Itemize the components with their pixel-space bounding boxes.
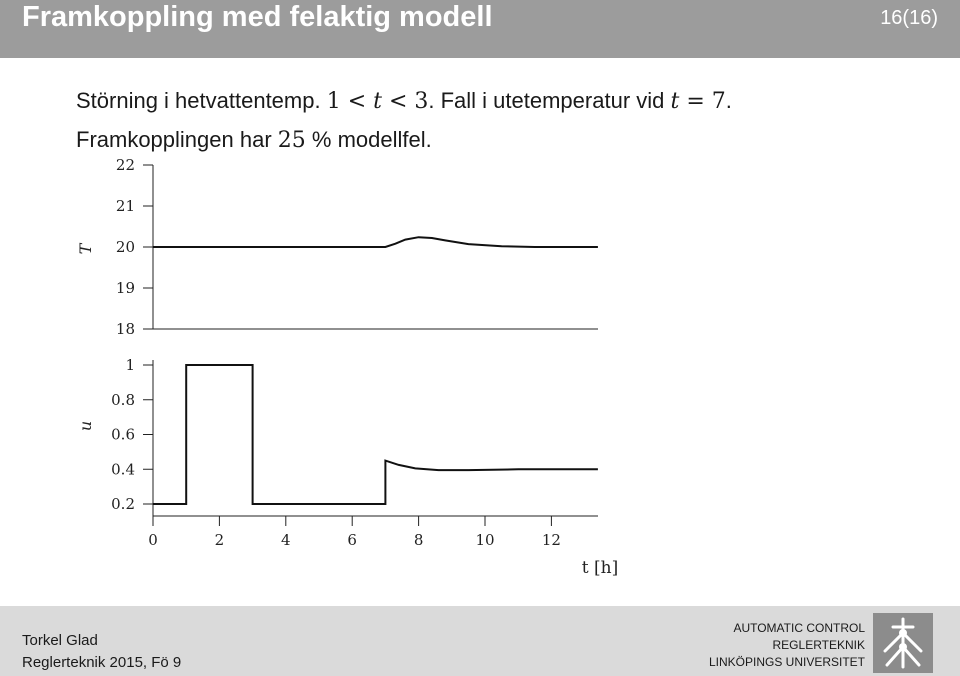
course-name: Reglerteknik 2015, Fö 9 (22, 654, 182, 671)
top-y-tick-label: 19 (116, 279, 135, 297)
x-tick-label: 8 (414, 531, 424, 549)
description-text: Framkopplingen har (76, 127, 278, 152)
simulation-plot: 22 21 20 19 18 T 1 0.8 0.6 0.4 0.2 u 0 2 4 6 8 10 12 t [h] (76, 156, 618, 578)
x-tick-label: 0 (148, 531, 158, 549)
bottom-y-tick-label: 0.2 (111, 495, 135, 513)
org-line-2: REGLERTEKNIK (772, 638, 865, 652)
x-tick-label: 2 (215, 531, 225, 549)
math-interval: 1 < t < 3 (326, 89, 429, 114)
description-text: . Fall i utetemperatur vid (428, 88, 671, 113)
x-tick-label: 12 (542, 531, 561, 549)
top-y-tick-label: 20 (116, 238, 135, 256)
bottom-y-tick-label: 0.8 (111, 391, 135, 409)
x-tick-label: 10 (475, 531, 494, 549)
x-tick-label: 4 (281, 531, 291, 549)
author-name: Torkel Glad (22, 632, 98, 649)
top-y-axis-label: T (76, 242, 95, 254)
bottom-y-tick-label: 1 (125, 356, 135, 374)
description-text: % modellfel. (305, 127, 432, 152)
control-signal-series-line (153, 364, 598, 505)
x-tick-label: 6 (347, 531, 357, 549)
description-text: . (725, 88, 732, 113)
bottom-y-tick-label: 0.6 (111, 426, 135, 444)
description-line-2: Framkopplingen har 25 % modellfel. (76, 127, 432, 154)
slide-header: Framkoppling med felaktig modell 16(16) (0, 0, 960, 58)
university-logo (873, 613, 933, 673)
temperature-series-line (153, 236, 598, 248)
description-line-1: Störning i hetvattentemp. 1 < t < 3. Fal… (76, 88, 732, 115)
math-time: t = 7 (670, 89, 726, 114)
org-line-1: AUTOMATIC CONTROL (733, 621, 865, 635)
top-y-tick-label: 21 (116, 197, 135, 215)
description-text: Störning i hetvattentemp. (76, 88, 327, 113)
slide-title: Framkoppling med felaktig modell (22, 1, 493, 33)
model-error-value: 25 (277, 128, 306, 153)
bottom-y-tick-label: 0.4 (111, 460, 135, 478)
x-axis-label: t [h] (582, 558, 618, 578)
bottom-y-axis-label: u (76, 421, 95, 431)
top-y-tick-label: 22 (116, 156, 135, 174)
org-line-3: LINKÖPINGS UNIVERSITET (708, 655, 865, 669)
page-number: 16(16) (880, 7, 938, 29)
slide-footer: Torkel Glad Reglerteknik 2015, Fö 9 AUTO… (0, 606, 960, 676)
top-y-tick-label: 18 (116, 320, 135, 338)
